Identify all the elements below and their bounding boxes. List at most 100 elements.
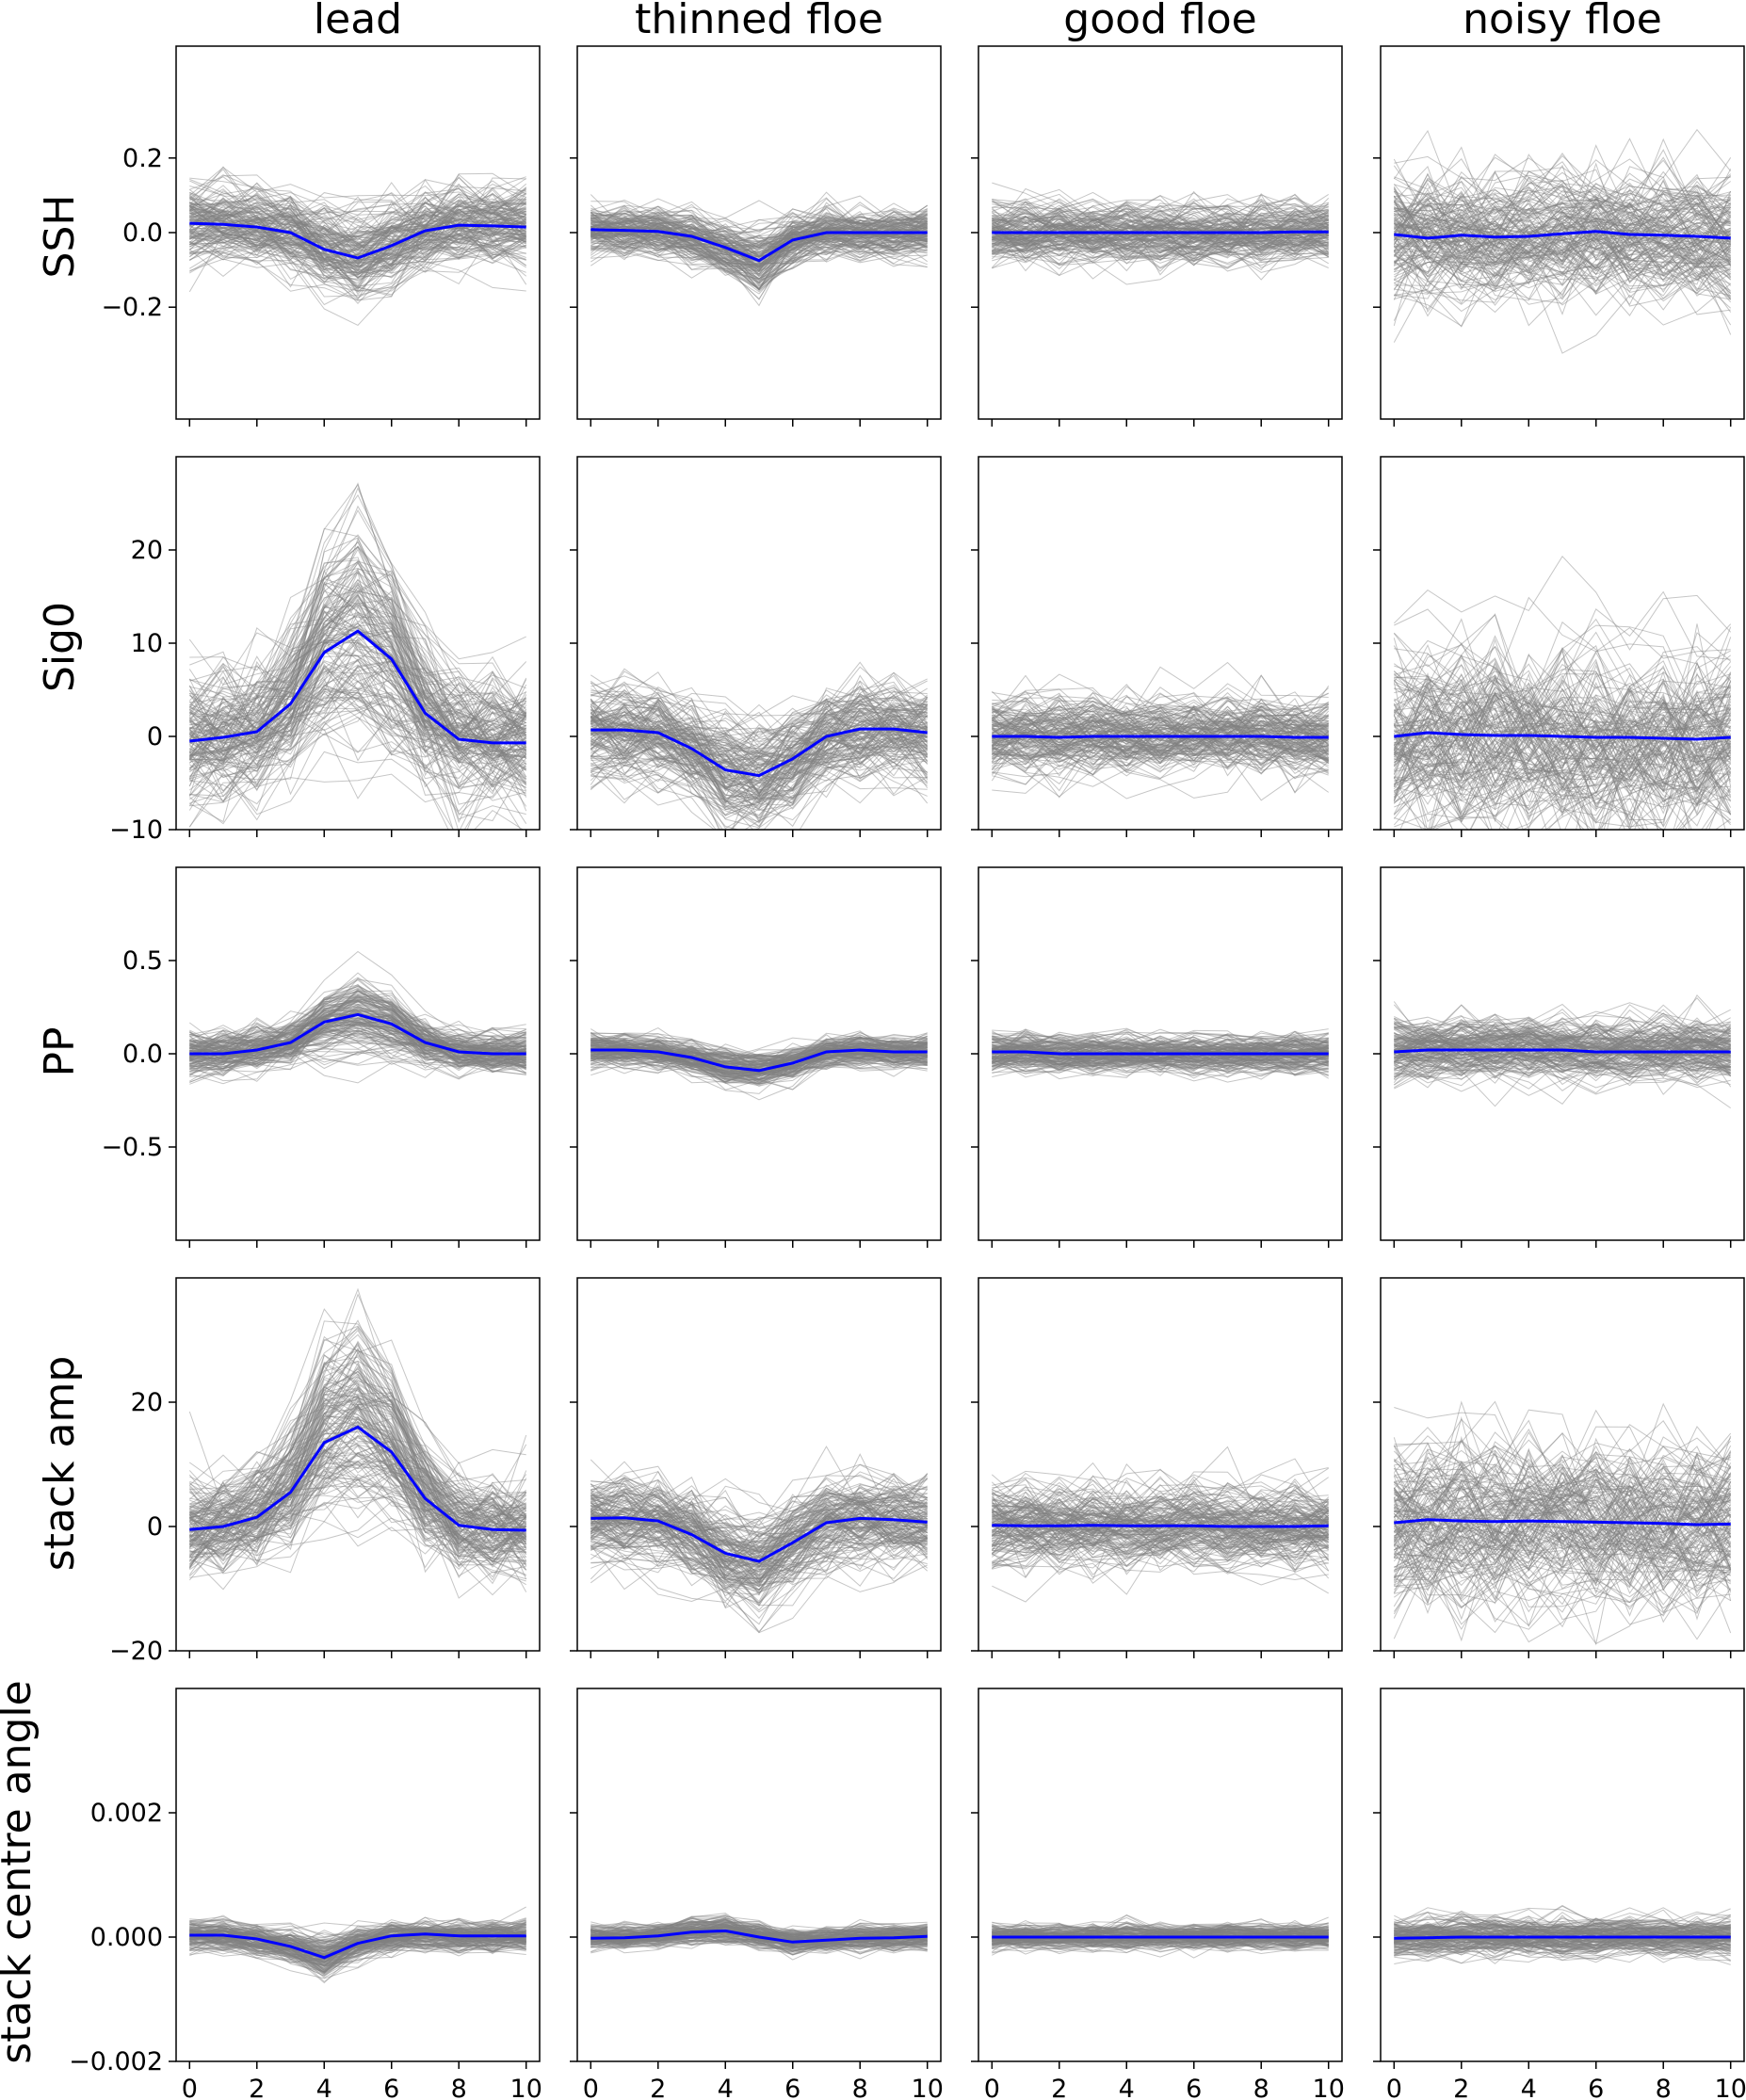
panel-ssh-thinned-floe	[570, 45, 942, 427]
trace-line	[1393, 1542, 1732, 1613]
trace-line	[189, 572, 527, 793]
trace-line	[189, 1502, 527, 1568]
trace-line	[992, 691, 1330, 751]
trace-line	[1394, 238, 1732, 295]
row-label-stack-centre-angle: stack centre angle	[0, 1680, 40, 2063]
trace-line	[189, 1014, 526, 1054]
trace-line	[590, 217, 928, 290]
trace-line	[1394, 1915, 1731, 1935]
trace-line	[1393, 223, 1732, 313]
trace-line	[1394, 1926, 1731, 1949]
trace-line	[1394, 211, 1732, 274]
trace-line	[992, 1918, 1329, 1931]
trace-line	[590, 1041, 928, 1067]
trace-line	[992, 1490, 1329, 1528]
trace-line	[992, 1050, 1329, 1072]
trace-line	[590, 214, 928, 257]
trace-line	[590, 1482, 929, 1564]
x-tick-label: 6	[784, 2075, 800, 2100]
trace-line	[992, 1925, 1329, 1937]
trace-line	[992, 214, 1329, 242]
trace-line	[1394, 1042, 1731, 1078]
trace-line	[188, 1424, 526, 1546]
trace-line	[992, 230, 1329, 281]
trace-line	[188, 610, 526, 797]
trace-line	[189, 1919, 526, 1943]
trace-line	[1393, 1400, 1731, 1532]
trace-line	[992, 1935, 1329, 1945]
trace-line	[991, 207, 1329, 240]
trace-line	[1394, 1036, 1731, 1062]
trace-line	[188, 1444, 526, 1528]
trace-line	[590, 205, 928, 257]
trace-line	[992, 1037, 1329, 1064]
trace-line	[1394, 1915, 1731, 1937]
trace-line	[189, 1015, 526, 1085]
trace-line	[991, 1474, 1329, 1527]
trace-line	[1393, 202, 1731, 293]
trace-line	[189, 1354, 526, 1541]
trace-line	[1393, 672, 1732, 800]
trace-line	[1394, 1048, 1731, 1082]
trace-line	[188, 188, 526, 292]
trace-line	[992, 1054, 1329, 1075]
trace-line	[189, 176, 526, 220]
trace-line	[189, 199, 526, 243]
trace-line	[188, 1379, 527, 1571]
trace-line	[189, 649, 527, 816]
trace-line	[1393, 1472, 1732, 1573]
trace-line	[991, 221, 1329, 259]
trace-line	[1394, 1016, 1731, 1052]
trace-line	[188, 658, 526, 743]
trace-line	[590, 218, 928, 272]
trace-line	[189, 201, 527, 256]
trace-line	[1394, 679, 1731, 830]
trace-line	[590, 217, 928, 277]
trace-line	[189, 995, 526, 1053]
trace-line	[1394, 1919, 1731, 1943]
trace-line	[189, 221, 526, 271]
trace-line	[1394, 675, 1732, 769]
trace-line	[189, 207, 526, 248]
trace-line	[189, 1918, 526, 1963]
trace-line	[1393, 153, 1731, 233]
trace-line	[189, 1927, 526, 1949]
trace-line	[992, 1490, 1330, 1547]
trace-line	[189, 1927, 526, 1966]
trace-line	[590, 1045, 928, 1074]
trace-line	[590, 722, 928, 761]
trace-line	[590, 674, 929, 750]
trace-line	[1393, 678, 1732, 785]
trace-line	[992, 1941, 1329, 1949]
trace-line	[1394, 1934, 1731, 1958]
trace-line	[188, 1435, 527, 1566]
trace-line	[189, 1325, 526, 1518]
trace-line	[992, 1035, 1329, 1051]
trace-line	[1394, 1026, 1731, 1064]
trace-line	[1393, 723, 1731, 823]
trace-line	[1394, 728, 1732, 800]
trace-line	[1394, 1457, 1732, 1527]
trace-line	[1394, 1017, 1731, 1045]
trace-line	[992, 1467, 1329, 1505]
trace-line	[992, 1919, 1329, 1937]
trace-line	[1394, 1040, 1731, 1082]
trace-line	[189, 1935, 526, 1967]
trace-line	[189, 1925, 526, 1962]
trace-line	[189, 1917, 526, 1949]
trace-line	[1394, 256, 1731, 327]
trace-line	[590, 707, 928, 792]
trace-line	[188, 1405, 526, 1565]
trace-line	[991, 738, 1329, 772]
trace-line	[189, 999, 526, 1056]
trace-line	[590, 670, 928, 797]
trace-line	[590, 1038, 928, 1070]
trace-line	[189, 1012, 526, 1059]
trace-line	[992, 1039, 1329, 1072]
trace-line	[1394, 157, 1732, 225]
trace-line	[1394, 1013, 1731, 1040]
trace-line	[992, 1057, 1329, 1074]
trace-line	[590, 1044, 928, 1067]
x-tick-label: 8	[1656, 2075, 1672, 2100]
